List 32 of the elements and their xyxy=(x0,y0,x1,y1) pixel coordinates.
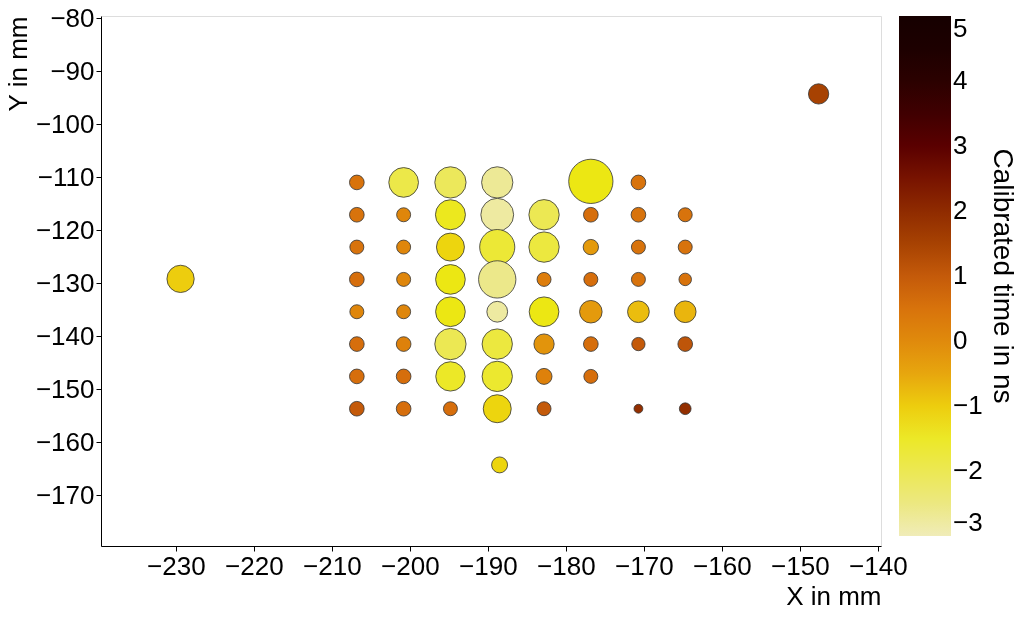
x-tick-label: −140 xyxy=(849,550,908,581)
y-axis-title: Y in mm xyxy=(2,16,33,112)
color-bar-label: 5 xyxy=(953,13,968,43)
color-bar-label: −1 xyxy=(953,390,983,420)
color-bar-label: −3 xyxy=(953,507,983,537)
x-tick-label: −190 xyxy=(459,550,518,581)
x-tick-label: −160 xyxy=(693,550,752,581)
x-tick-label: −220 xyxy=(225,550,284,581)
color-bar-label: 2 xyxy=(953,195,968,225)
y-tick-label: −170 xyxy=(35,479,95,510)
x-tick-label: −170 xyxy=(615,550,674,581)
y-tick-label: −150 xyxy=(35,373,95,404)
y-tick-label: −120 xyxy=(35,214,95,245)
x-tick-label: −150 xyxy=(771,550,830,581)
color-bar-label: 0 xyxy=(953,325,968,355)
y-tick-label: −130 xyxy=(35,267,95,298)
x-tick-label: −180 xyxy=(537,550,596,581)
y-tick-label: −110 xyxy=(37,161,95,192)
y-tick-label: −90 xyxy=(50,55,95,86)
x-tick-label: −230 xyxy=(147,550,206,581)
y-tick-label: −80 xyxy=(50,2,95,33)
color-bar-label: 1 xyxy=(953,260,968,290)
x-axis-title: X in mm xyxy=(786,580,882,611)
color-bar-label: −2 xyxy=(953,455,983,485)
color-bar-label: 4 xyxy=(953,65,968,95)
y-tick-label: −140 xyxy=(35,320,95,351)
y-tick-label: −100 xyxy=(35,108,95,139)
x-tick-label: −210 xyxy=(303,550,362,581)
x-tick-label: −200 xyxy=(381,550,440,581)
y-tick-label: −160 xyxy=(35,426,95,457)
color-bar-title: Calibrated time in ns xyxy=(988,148,1019,404)
color-bar-label: 3 xyxy=(953,130,968,160)
